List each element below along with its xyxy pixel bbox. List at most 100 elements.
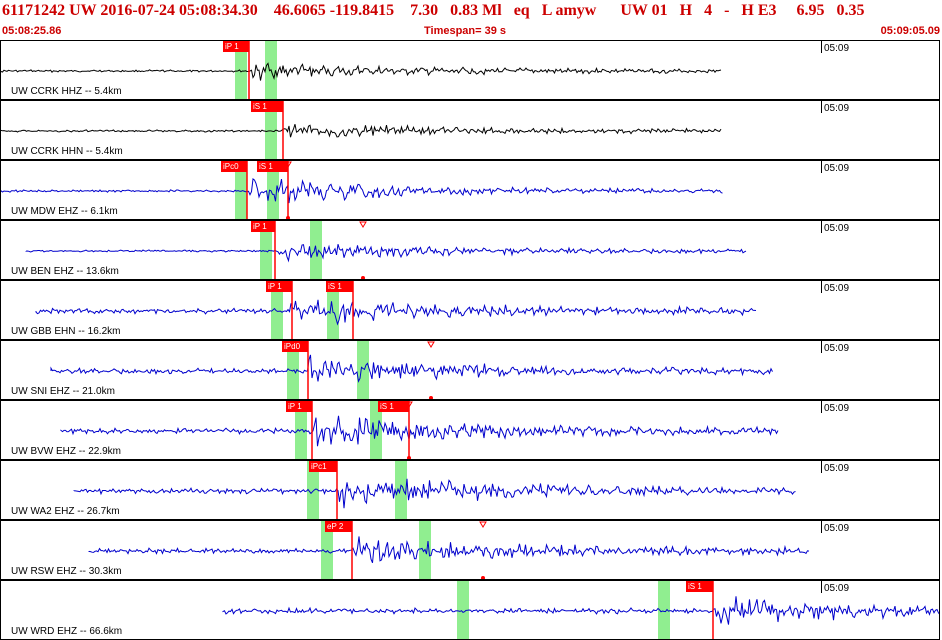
channel-panel[interactable]: iP 1 05:09 UW CCRK HHZ -- 5.4km: [0, 40, 940, 100]
pick-window: [357, 341, 369, 399]
time-tick-label: 05:09: [824, 163, 850, 174]
pick-window: [287, 341, 299, 399]
amplitude-marker: [359, 221, 367, 228]
seismogram-panels: iP 1 05:09 UW CCRK HHZ -- 5.4km iS 1 05:09 UW…: [0, 40, 942, 640]
amplitude-marker: [479, 521, 487, 528]
time-tick: [821, 401, 822, 413]
channel-label: UW CCRK HHN -- 5.4km: [11, 146, 123, 157]
time-tick: [821, 281, 822, 293]
pick-window: [271, 281, 283, 339]
waveform-plot: [88, 521, 810, 579]
seismic-trace: [25, 244, 747, 263]
time-tick-label: 05:09: [824, 463, 850, 474]
seismic-trace: [222, 596, 939, 625]
time-tick: [821, 461, 822, 473]
phase-pick-label[interactable]: iP 1: [223, 41, 249, 52]
time-tick-label: 05:09: [824, 283, 850, 294]
channel-label: UW CCRK HHZ -- 5.4km: [11, 86, 122, 97]
header-bar: 61171242 UW 2016-07-24 05:08:34.30 46.60…: [0, 0, 942, 40]
waveform-plot: [35, 281, 757, 339]
time-tick-label: 05:09: [824, 523, 850, 534]
phase-pick-label[interactable]: eP 2: [325, 521, 352, 532]
pick-window: [235, 161, 247, 219]
waveform-plot: [60, 401, 779, 459]
time-tick: [821, 581, 822, 593]
channel-panel[interactable]: iP 1 05:09 UW BEN EHZ -- 13.6km: [0, 220, 940, 280]
phase-pick-label[interactable]: iS 1: [378, 401, 409, 412]
phase-pick-label[interactable]: iS 1: [686, 581, 713, 592]
pick-window: [321, 521, 333, 579]
channel-panel[interactable]: iP 1 iS 1 05:09 UW GBB EHN -- 16.2km: [0, 280, 940, 340]
channel-label: UW SNI EHZ -- 21.0km: [11, 386, 115, 397]
seismic-trace: [88, 536, 810, 563]
channel-label: UW RSW EHZ -- 30.3km: [11, 566, 122, 577]
time-tick-label: 05:09: [824, 223, 850, 234]
time-tick-label: 05:09: [824, 343, 850, 354]
time-tick-label: 05:09: [824, 43, 850, 54]
amplitude-marker: [429, 396, 433, 399]
phase-pick-label[interactable]: iS 1: [326, 281, 353, 292]
time-tick: [821, 521, 822, 533]
pick-window: [260, 221, 272, 279]
channel-label: UW MDW EHZ -- 6.1km: [11, 206, 118, 217]
phase-pick-label[interactable]: iPc1: [309, 461, 337, 472]
waveform-plot: [50, 341, 773, 399]
phase-pick-label[interactable]: iP 1: [286, 401, 312, 412]
amplitude-marker: [407, 456, 411, 459]
time-tick-label: 05:09: [824, 103, 850, 114]
waveform-plot: [222, 581, 939, 639]
end-time: 05:09:05.09: [880, 25, 940, 37]
channel-panel[interactable]: iPd0 05:09 UW SNI EHZ -- 21.0km: [0, 340, 940, 400]
channel-panel[interactable]: iP 1 iS 1 05:09 UW BVW EHZ -- 22.9km: [0, 400, 940, 460]
phase-pick-label[interactable]: iPc0: [221, 161, 247, 172]
amplitude-marker: [361, 276, 365, 279]
waveform-plot: [73, 461, 796, 519]
phase-pick-label[interactable]: iS 1: [251, 101, 283, 112]
channel-label: UW WRD EHZ -- 66.6km: [11, 626, 123, 637]
time-tick: [821, 41, 822, 53]
time-tick: [821, 341, 822, 353]
waveform-plot: [25, 221, 747, 279]
pick-window: [265, 101, 277, 159]
seismic-trace: [60, 415, 779, 447]
timespan-label: Timespan= 39 s: [424, 25, 507, 37]
pick-window: [267, 161, 279, 219]
phase-pick-label[interactable]: iP 1: [251, 221, 275, 232]
channel-panel[interactable]: iS 1 05:09 UW CCRK HHN -- 5.4km: [0, 100, 940, 160]
channel-panel[interactable]: iS 1 05:09 UW WRD EHZ -- 66.6km: [0, 580, 940, 640]
phase-pick-label[interactable]: iP 1: [266, 281, 292, 292]
seismic-trace: [35, 299, 757, 326]
pick-window: [457, 581, 469, 639]
time-tick: [821, 221, 822, 233]
phase-pick-label[interactable]: iS 1: [257, 161, 288, 172]
channel-panel[interactable]: iPc1 05:09 UW WA2 EHZ -- 26.7km: [0, 460, 940, 520]
seismic-trace: [1, 124, 722, 138]
amplitude-marker: [427, 341, 435, 348]
pick-window: [658, 581, 670, 639]
channel-label: UW GBB EHN -- 16.2km: [11, 326, 121, 337]
amplitude-marker: [286, 216, 290, 219]
start-time: 05:08:25.86: [2, 25, 62, 37]
waveform-plot: [1, 41, 722, 99]
time-tick-label: 05:09: [824, 403, 850, 414]
channel-label: UW BEN EHZ -- 13.6km: [11, 266, 119, 277]
time-tick-label: 05:09: [824, 583, 850, 594]
seismic-trace: [73, 478, 796, 509]
amplitude-marker: [481, 576, 485, 579]
channel-panel[interactable]: eP 2 05:09 UW RSW EHZ -- 30.3km: [0, 520, 940, 580]
seismic-trace: [50, 354, 773, 383]
seismic-trace: [1, 177, 723, 204]
seismic-trace: [1, 62, 722, 81]
pick-window: [395, 461, 407, 519]
pick-window: [235, 41, 247, 99]
time-tick: [821, 161, 822, 173]
time-tick: [821, 101, 822, 113]
waveform-plot: [1, 161, 723, 219]
channel-label: UW BVW EHZ -- 22.9km: [11, 446, 122, 457]
waveform-plot: [1, 101, 722, 159]
channel-panel[interactable]: iPc0 iS 1 05:09 UW MDW EHZ -- 6.1km: [0, 160, 940, 220]
pick-window: [307, 461, 319, 519]
event-title: 61171242 UW 2016-07-24 05:08:34.30 46.60…: [2, 2, 865, 19]
phase-pick-label[interactable]: iPd0: [282, 341, 308, 352]
channel-label: UW WA2 EHZ -- 26.7km: [11, 506, 120, 517]
